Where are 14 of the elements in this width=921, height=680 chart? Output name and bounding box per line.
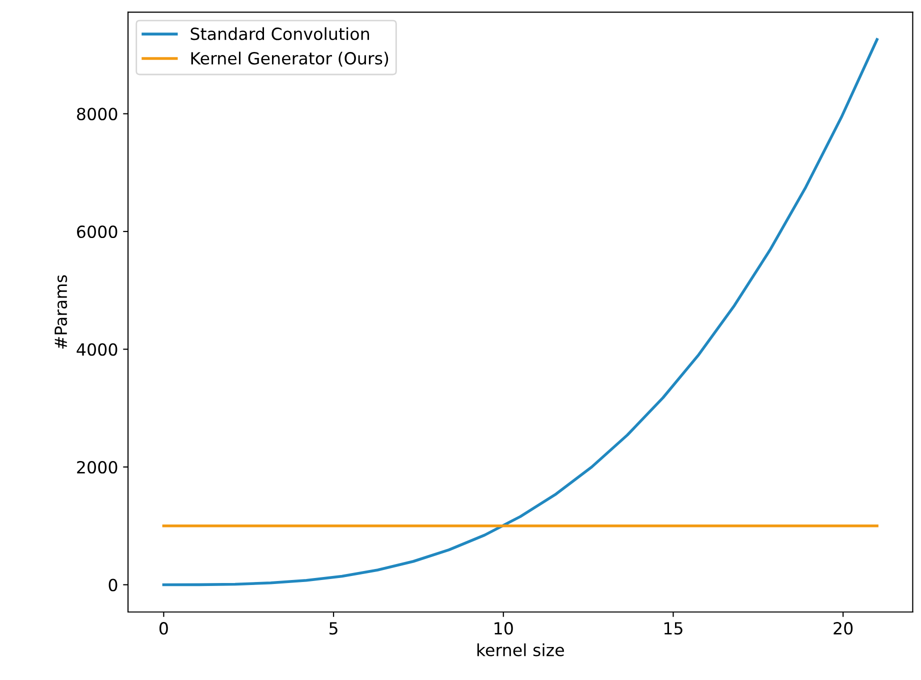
x-tick-label: 15 (664, 622, 682, 635)
y-tick-label: 0 (108, 578, 118, 592)
y-tick-label: 4000 (76, 343, 118, 356)
legend-label: Kernel Generator (Ours) (191, 52, 388, 67)
x-tick-label: 0 (159, 622, 168, 635)
x-axis-title: kernel size (477, 643, 564, 656)
x-tick-label: 10 (494, 622, 513, 635)
legend-label: Standard Convolution (190, 27, 369, 40)
x-tick-label: 20 (834, 622, 853, 635)
y-axis-title: #Params (54, 275, 68, 349)
y-tick-label: 6000 (77, 225, 118, 238)
y-tick-label: 2000 (77, 460, 118, 474)
y-tick-label: 8000 (77, 108, 118, 120)
x-tick-label: 5 (330, 622, 338, 635)
